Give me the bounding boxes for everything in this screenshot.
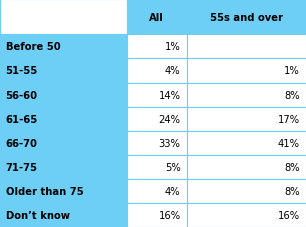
Text: Older than 75: Older than 75 bbox=[6, 186, 83, 196]
Bar bbox=[0, 35, 127, 59]
Bar bbox=[127, 35, 187, 59]
Text: 1%: 1% bbox=[165, 42, 181, 52]
Text: 4%: 4% bbox=[165, 66, 181, 76]
Bar bbox=[127, 59, 187, 83]
Bar bbox=[0, 203, 127, 227]
Text: All: All bbox=[149, 13, 164, 22]
Text: 14%: 14% bbox=[159, 90, 181, 100]
Text: 51-55: 51-55 bbox=[6, 66, 38, 76]
Bar bbox=[187, 203, 306, 227]
Bar bbox=[127, 83, 187, 107]
Text: 8%: 8% bbox=[284, 186, 300, 196]
Bar bbox=[0, 83, 127, 107]
Bar bbox=[0, 59, 127, 83]
Text: Before 50: Before 50 bbox=[6, 42, 60, 52]
Bar bbox=[127, 0, 187, 35]
Bar bbox=[127, 107, 187, 131]
Bar bbox=[127, 131, 187, 155]
Bar bbox=[127, 155, 187, 179]
Bar bbox=[127, 179, 187, 203]
Text: 71-75: 71-75 bbox=[6, 162, 38, 172]
Text: 55s and over: 55s and over bbox=[210, 13, 283, 22]
Bar bbox=[187, 179, 306, 203]
Text: 56-60: 56-60 bbox=[6, 90, 38, 100]
Text: 24%: 24% bbox=[159, 114, 181, 124]
Text: 8%: 8% bbox=[284, 162, 300, 172]
Bar bbox=[0, 0, 127, 35]
Bar bbox=[0, 155, 127, 179]
Bar bbox=[0, 179, 127, 203]
Bar bbox=[187, 107, 306, 131]
Bar bbox=[187, 131, 306, 155]
Bar bbox=[187, 83, 306, 107]
Bar bbox=[0, 107, 127, 131]
Text: 5%: 5% bbox=[165, 162, 181, 172]
Text: 61-65: 61-65 bbox=[6, 114, 38, 124]
Bar bbox=[127, 203, 187, 227]
Bar bbox=[187, 155, 306, 179]
Bar bbox=[0, 131, 127, 155]
Text: 41%: 41% bbox=[278, 138, 300, 148]
Text: 16%: 16% bbox=[159, 210, 181, 220]
Text: 8%: 8% bbox=[284, 90, 300, 100]
Bar bbox=[187, 59, 306, 83]
Text: 1%: 1% bbox=[284, 66, 300, 76]
Text: 16%: 16% bbox=[278, 210, 300, 220]
Text: 66-70: 66-70 bbox=[6, 138, 37, 148]
Text: 33%: 33% bbox=[159, 138, 181, 148]
Text: 17%: 17% bbox=[278, 114, 300, 124]
Bar bbox=[187, 35, 306, 59]
Text: 4%: 4% bbox=[165, 186, 181, 196]
Text: Don’t know: Don’t know bbox=[6, 210, 69, 220]
Bar bbox=[187, 0, 306, 35]
